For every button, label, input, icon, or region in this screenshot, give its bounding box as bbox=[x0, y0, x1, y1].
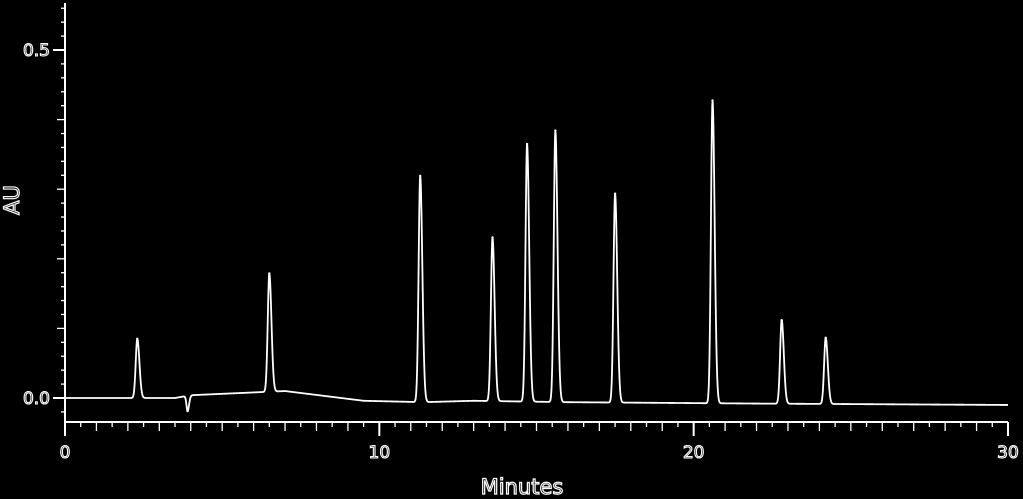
chromatogram-trace bbox=[64, 99, 1009, 412]
x-axis-title: Minutes bbox=[481, 475, 564, 499]
peak-apex bbox=[136, 337, 139, 341]
y-tick-label: 0.5 bbox=[23, 41, 50, 61]
peak-apex bbox=[268, 272, 271, 275]
y-ticks bbox=[53, 7, 65, 413]
peak-marks bbox=[136, 99, 827, 413]
x-tick-label: 20 bbox=[683, 443, 705, 463]
peak-apex bbox=[711, 99, 714, 102]
peak-apex bbox=[418, 174, 422, 178]
x-tick-label: 0 bbox=[60, 443, 71, 463]
x-ticks bbox=[64, 422, 1009, 436]
peak-apex bbox=[186, 409, 189, 413]
y-axis-title: AU bbox=[0, 185, 24, 215]
peak-apex bbox=[525, 142, 529, 146]
y-tick-label: 0.0 bbox=[23, 389, 50, 409]
x-tick-label: 10 bbox=[369, 443, 391, 463]
peak-apex bbox=[554, 129, 557, 132]
peak-apex bbox=[613, 192, 617, 195]
peak-apex bbox=[780, 318, 783, 322]
peak-apex bbox=[491, 236, 494, 239]
chart-axes bbox=[53, 3, 1009, 436]
peak-apex bbox=[824, 336, 827, 340]
tick-labels: 0 10 20 30 0.0 0.5 bbox=[22, 40, 1019, 463]
x-tick-label: 30 bbox=[997, 443, 1019, 463]
